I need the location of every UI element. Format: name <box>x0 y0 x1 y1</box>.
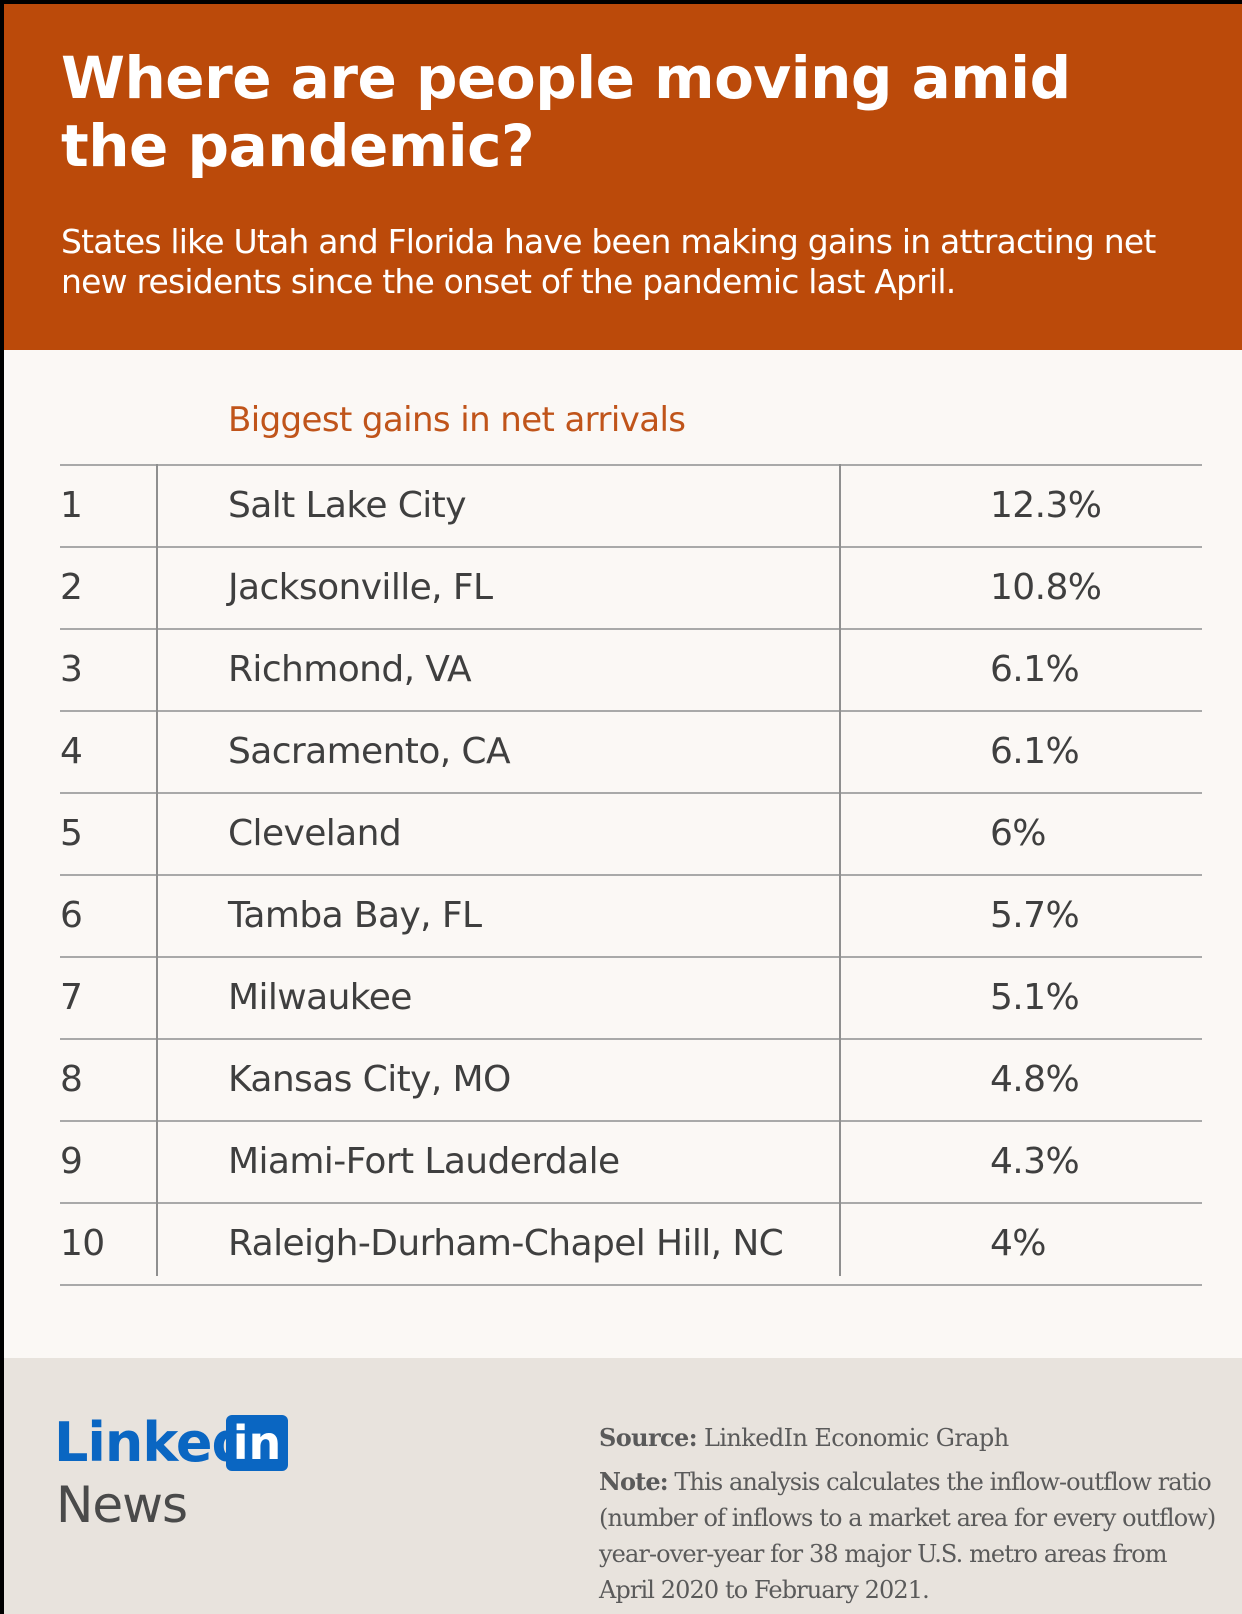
city-cell: Cleveland <box>228 813 402 854</box>
value-cell: 4% <box>990 1223 1047 1264</box>
note-label: Note: <box>599 1467 669 1496</box>
note-text: This analysis calculates the inflow-outf… <box>599 1468 1216 1604</box>
table-title: Biggest gains in net arrivals <box>228 400 686 440</box>
linkedin-in-icon: in <box>226 1415 288 1471</box>
table-row: 5 Cleveland 6% <box>60 792 1202 874</box>
rank-cell: 2 <box>60 567 83 608</box>
rank-cell: 5 <box>60 813 83 854</box>
source-label: Source: <box>599 1423 698 1452</box>
rank-cell: 6 <box>60 895 83 936</box>
city-cell: Salt Lake City <box>228 485 467 526</box>
value-cell: 4.8% <box>990 1059 1080 1100</box>
rank-cell: 9 <box>60 1141 83 1182</box>
page-title: Where are people moving amid the pandemi… <box>61 44 1071 180</box>
value-cell: 6.1% <box>990 649 1080 690</box>
table-row: 8 Kansas City, MO 4.8% <box>60 1038 1202 1120</box>
logo-wordmark: Linked <box>54 1411 250 1474</box>
header-banner: Where are people moving amid the pandemi… <box>4 4 1242 350</box>
city-cell: Miami-Fort Lauderdale <box>228 1141 620 1182</box>
source-note: Source: LinkedIn Economic Graph <box>599 1420 1219 1456</box>
table-row: 4 Sacramento, CA 6.1% <box>60 710 1202 792</box>
value-cell: 10.8% <box>990 567 1102 608</box>
value-cell: 5.7% <box>990 895 1080 936</box>
page-subtitle: States like Utah and Florida have been m… <box>61 222 1156 301</box>
ranking-table: 1 Salt Lake City 12.3% 2 Jacksonville, FL 10.… <box>60 464 1202 1286</box>
city-cell: Tamba Bay, FL <box>228 895 482 936</box>
rank-cell: 10 <box>60 1223 105 1264</box>
value-cell: 5.1% <box>990 977 1080 1018</box>
city-cell: Milwaukee <box>228 977 412 1018</box>
column-divider-value <box>839 464 841 1276</box>
city-cell: Sacramento, CA <box>228 731 511 772</box>
table-row: 1 Salt Lake City 12.3% <box>60 464 1202 546</box>
value-cell: 12.3% <box>990 485 1102 526</box>
footer: Linked in News Source: LinkedIn Economic… <box>4 1358 1242 1614</box>
table-row: 10 Raleigh-Durham-Chapel Hill, NC 4% <box>60 1202 1202 1286</box>
value-cell: 6% <box>990 813 1047 854</box>
logo-news-text: News <box>56 1476 188 1534</box>
column-divider-rank <box>156 464 158 1276</box>
table-row: 2 Jacksonville, FL 10.8% <box>60 546 1202 628</box>
rank-cell: 1 <box>60 485 83 526</box>
infographic: Where are people moving amid the pandemi… <box>4 4 1242 1614</box>
source-text: LinkedIn Economic Graph <box>704 1424 1009 1452</box>
value-cell: 4.3% <box>990 1141 1080 1182</box>
value-cell: 6.1% <box>990 731 1080 772</box>
city-cell: Raleigh-Durham-Chapel Hill, NC <box>228 1223 784 1264</box>
city-cell: Richmond, VA <box>228 649 472 690</box>
rank-cell: 4 <box>60 731 83 772</box>
table-row: 7 Milwaukee 5.1% <box>60 956 1202 1038</box>
methodology-note: Note: This analysis calculates the inflo… <box>599 1464 1219 1608</box>
rank-cell: 7 <box>60 977 83 1018</box>
rank-cell: 8 <box>60 1059 83 1100</box>
table-row: 6 Tamba Bay, FL 5.7% <box>60 874 1202 956</box>
table-row: 3 Richmond, VA 6.1% <box>60 628 1202 710</box>
table-row: 9 Miami-Fort Lauderdale 4.3% <box>60 1120 1202 1202</box>
city-cell: Jacksonville, FL <box>228 567 493 608</box>
city-cell: Kansas City, MO <box>228 1059 511 1100</box>
rank-cell: 3 <box>60 649 83 690</box>
